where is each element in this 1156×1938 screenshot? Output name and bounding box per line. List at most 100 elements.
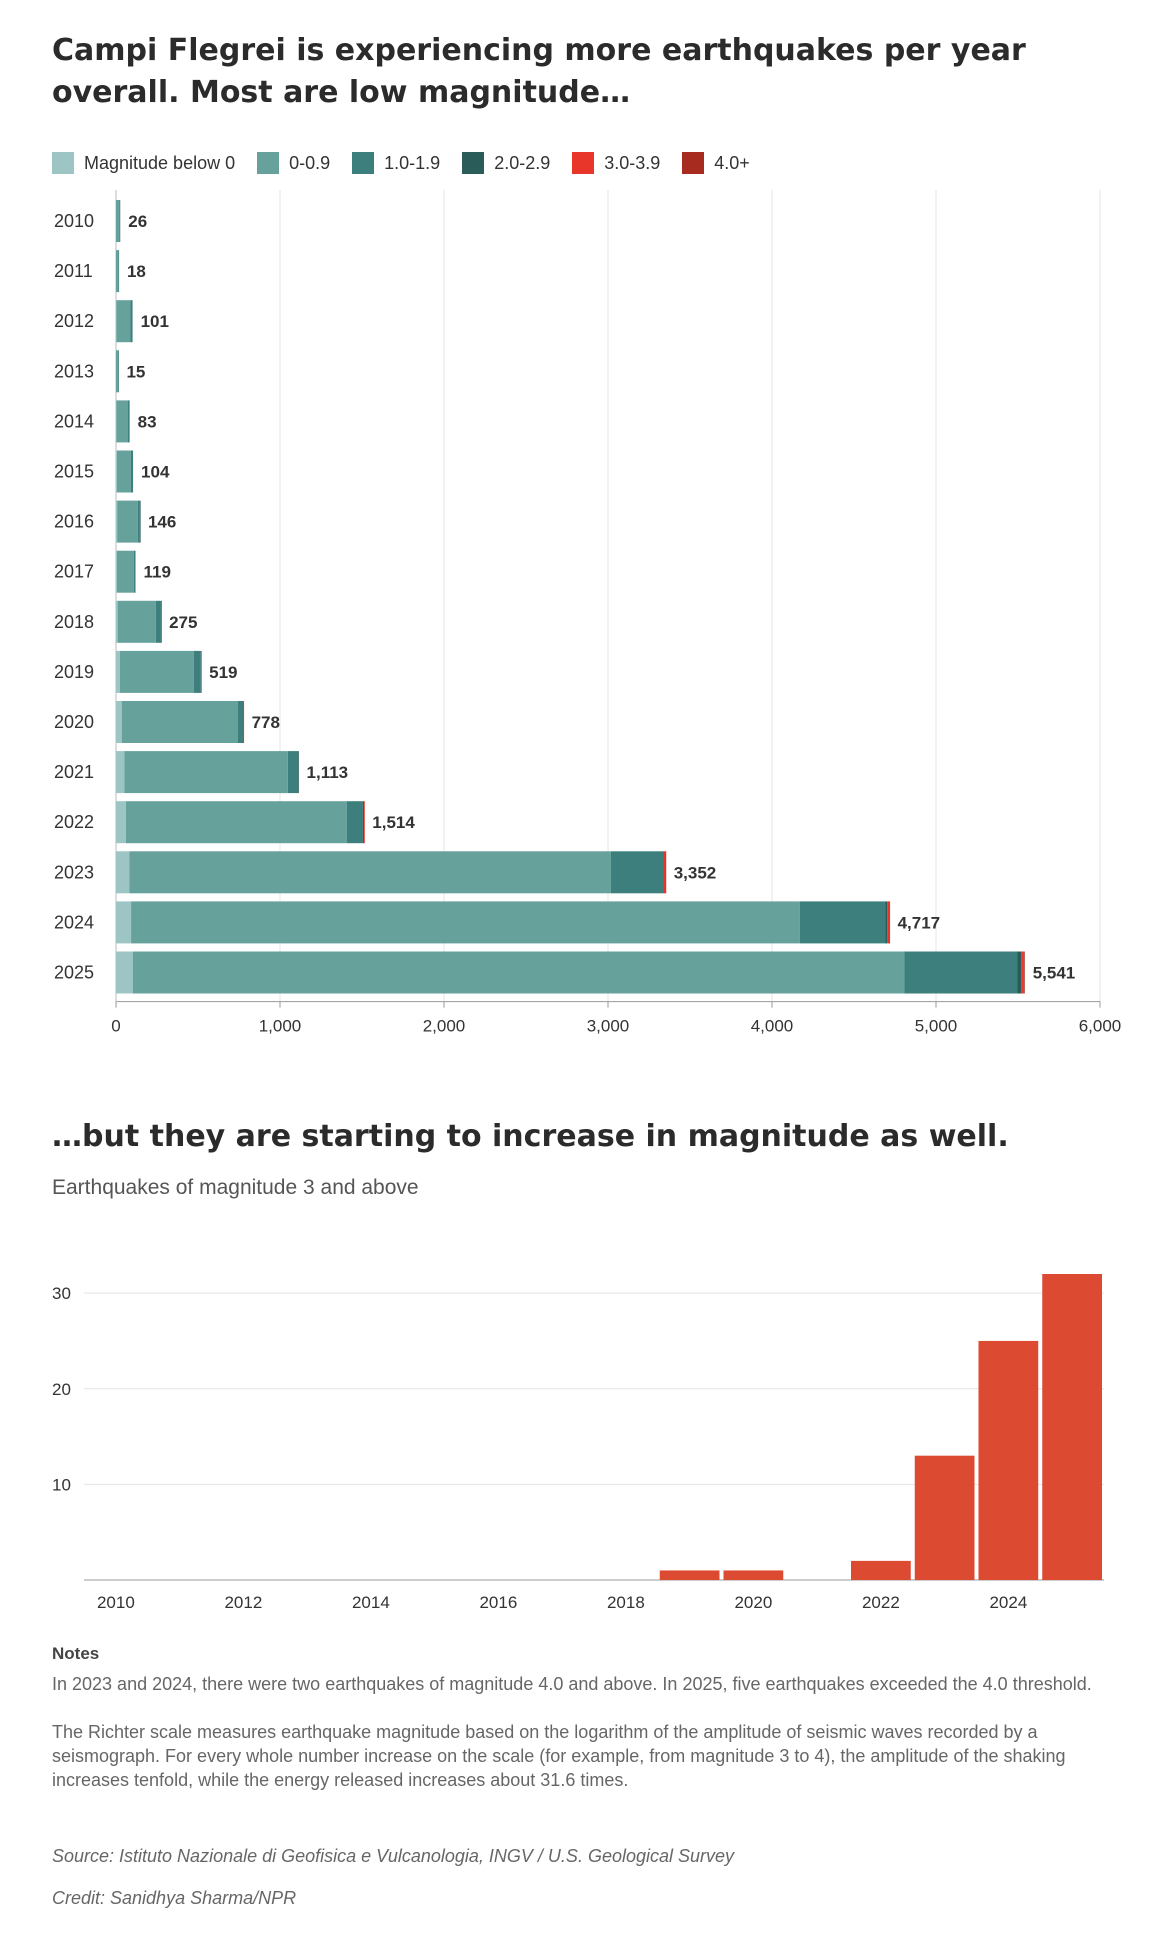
bar-segment [242, 701, 244, 743]
bar-segment [155, 600, 161, 643]
legend-swatch [572, 152, 595, 174]
bar-segment [889, 901, 891, 944]
chart1-legend: Magnitude below 0 0-0.9 1.0-1.9 2.0-2.9 3.0-… [52, 150, 772, 176]
legend-swatch [352, 152, 375, 174]
x-tick-label: 6,000 [1079, 1017, 1122, 1036]
bar-segment [116, 851, 130, 894]
y-tick-label: 2023 [54, 862, 94, 882]
bar-segment [119, 200, 121, 242]
column-bar [914, 1455, 975, 1580]
legend-label: 1.0-1.9 [384, 152, 441, 173]
y-tick-label: 2022 [54, 812, 94, 832]
bar-total-label: 146 [148, 513, 176, 532]
y-tick-label: 2019 [54, 662, 94, 682]
notes-paragraph-1: In 2023 and 2024, there were two earthqu… [52, 1674, 1092, 1694]
y-tick-label: 20 [52, 1380, 71, 1399]
bar-segment [887, 901, 890, 944]
bar-segment [125, 801, 347, 844]
y-tick-label: 2024 [54, 912, 94, 932]
bar-segment [116, 450, 117, 493]
legend-label: 0-0.9 [289, 152, 331, 173]
bar-segment [130, 450, 134, 493]
y-tick-label: 2013 [54, 361, 94, 381]
bar-segment [116, 250, 119, 293]
bar-segment [116, 550, 117, 593]
bar-segment [243, 701, 245, 743]
bar-segment [1017, 951, 1022, 994]
legend-label: 2.0-2.9 [494, 152, 551, 173]
chart1-title: Campi Flegrei is experiencing more earth… [52, 33, 1026, 110]
column-bar [1042, 1274, 1102, 1580]
bar-segment [130, 300, 133, 343]
bar-segment [117, 600, 156, 643]
bar-segment [799, 901, 886, 944]
legend-swatch [52, 152, 74, 174]
x-tick-label: 2020 [734, 1593, 772, 1612]
bar-segment [116, 600, 118, 643]
bar-segment [363, 801, 365, 844]
y-tick-label: 2010 [54, 211, 94, 231]
y-tick-label: 2017 [54, 562, 94, 582]
bar-total-label: 275 [169, 613, 197, 632]
bar-segment [137, 500, 140, 543]
bar-segment [116, 801, 126, 844]
column-bar [851, 1560, 911, 1580]
bar-total-label: 5,541 [1033, 964, 1076, 983]
legend-label: 3.0-3.9 [604, 152, 661, 173]
chart2-subtitle: Earthquakes of magnitude 3 and above [52, 1176, 419, 1199]
legend-swatch [462, 152, 485, 174]
bar-total-label: 1,113 [307, 763, 349, 782]
bar-segment [116, 350, 119, 393]
bar-total-label: 3,352 [674, 863, 717, 882]
y-tick-label: 30 [52, 1284, 71, 1303]
bar-segment [610, 851, 664, 894]
y-tick-label: 2015 [54, 462, 94, 482]
x-tick-label: 1,000 [259, 1017, 302, 1036]
bar-segment [1021, 951, 1024, 994]
x-tick-label: 5,000 [915, 1017, 958, 1036]
y-tick-label: 2018 [54, 612, 94, 632]
column-bar [723, 1570, 784, 1580]
legend-swatch [682, 152, 705, 174]
x-tick-label: 2022 [862, 1593, 900, 1612]
bar-total-label: 1,514 [372, 813, 415, 832]
bar-segment [117, 500, 138, 543]
bar-total-label: 83 [138, 412, 157, 431]
bar-segment [193, 650, 201, 693]
y-tick-label: 2011 [54, 261, 93, 281]
bar-segment [287, 751, 299, 794]
bar-segment [118, 250, 120, 293]
bar-segment [116, 650, 120, 693]
legend-item: 0-0.9 [257, 152, 330, 174]
bar-segment [663, 851, 664, 894]
y-tick-label: 2016 [54, 512, 94, 532]
x-tick-label: 3,000 [587, 1017, 630, 1036]
bar-segment [298, 751, 299, 794]
y-tick-label: 2014 [54, 411, 94, 431]
y-tick-label: 2021 [54, 762, 94, 782]
bar-total-label: 519 [209, 663, 237, 682]
bar-segment [131, 901, 800, 944]
column-bar [978, 1340, 1039, 1580]
bar-total-label: 15 [126, 362, 145, 381]
y-tick-label: 2020 [54, 712, 94, 732]
bar-segment [116, 500, 118, 543]
notes-heading: Notes [52, 1644, 100, 1663]
legend-item: Magnitude below 0 [52, 152, 235, 174]
notes-paragraph-2: The Richter scale measures earthquake ma… [52, 1722, 1066, 1790]
legend-item: 2.0-2.9 [462, 152, 550, 174]
source-line: Source: Istituto Nazionale di Geofisica … [52, 1846, 735, 1866]
bar-total-label: 4,717 [898, 913, 941, 932]
y-tick-label: 2025 [54, 963, 94, 983]
x-tick-label: 2018 [607, 1593, 645, 1612]
bar-segment [124, 751, 288, 794]
bar-segment [116, 701, 122, 743]
bar-total-label: 104 [141, 463, 170, 482]
y-tick-label: 10 [52, 1475, 71, 1494]
bar-segment [116, 951, 133, 994]
bar-total-label: 119 [144, 563, 171, 582]
bar-segment [129, 851, 611, 894]
bar-segment [139, 500, 141, 543]
legend-item: 4.0+ [682, 152, 750, 174]
column-chart: 10 20 30 2010 2012 2014 2016 2018 2020 2022 2024 [52, 1274, 1104, 1612]
